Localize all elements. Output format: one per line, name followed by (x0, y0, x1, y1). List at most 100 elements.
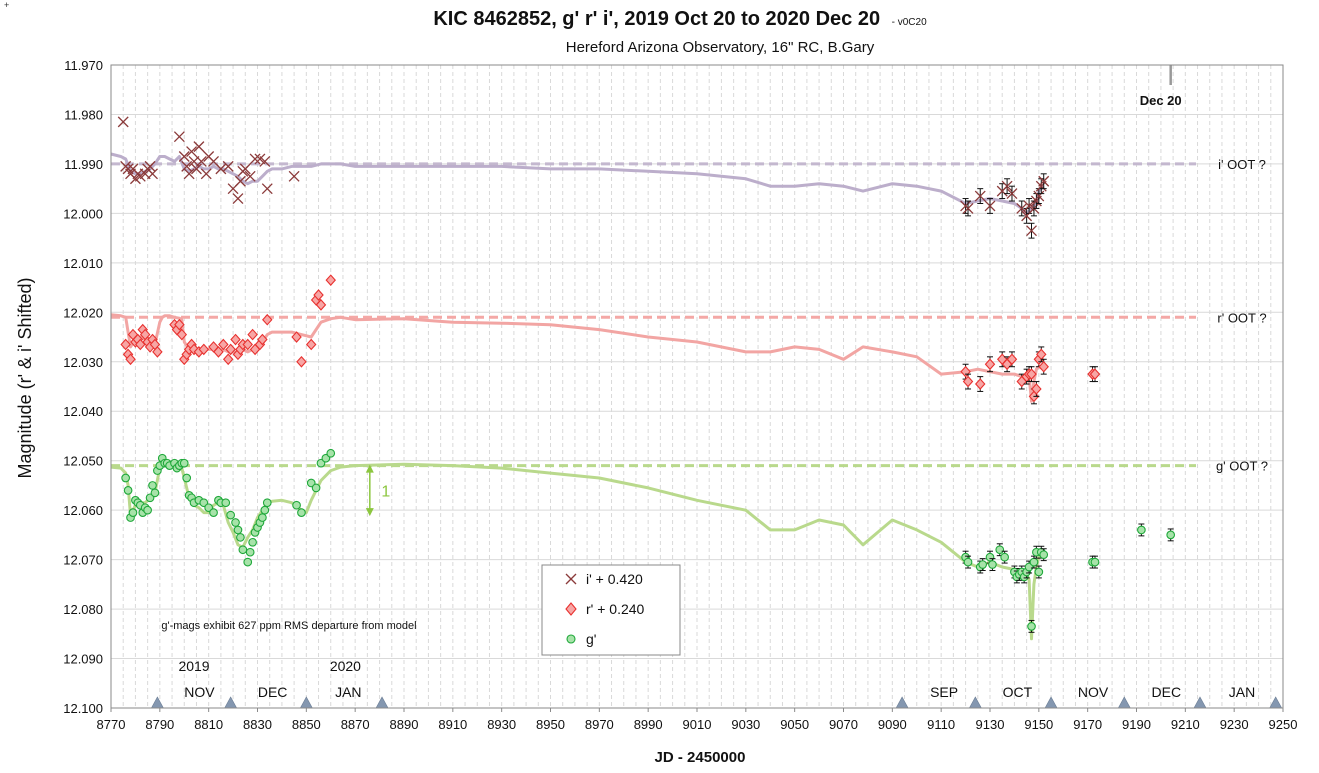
data-point-i (984, 200, 996, 212)
data-point-i (244, 170, 256, 182)
data-point-i-stroke (122, 163, 134, 175)
data-point-i (962, 202, 974, 214)
month-label: DEC (258, 684, 288, 700)
data-point-i-stroke (962, 202, 974, 214)
data-point-i-stroke (178, 151, 190, 162)
data-point-r (1031, 383, 1042, 395)
data-point-i-stroke (1016, 202, 1028, 214)
x-tick-label: 8850 (292, 717, 321, 732)
y-tick-label: 12.100 (63, 701, 103, 716)
data-points (117, 116, 1176, 633)
x-tick-label: 9150 (1024, 717, 1053, 732)
data-point-g (1029, 557, 1039, 567)
data-point-r (1038, 360, 1049, 373)
x-tick-label: 9210 (1171, 717, 1200, 732)
data-point-r (247, 328, 258, 341)
model-curve (110, 152, 1045, 215)
x-tick-label: 9170 (1073, 717, 1102, 732)
data-point-i-stroke (232, 193, 244, 205)
month-label: NOV (184, 684, 215, 700)
data-point-g (963, 557, 973, 567)
data-point-r (296, 355, 307, 368)
legend: i' + 0.420 r' + 0.240 g' (541, 564, 681, 656)
data-point-r (984, 358, 996, 371)
x-tick-label: 9230 (1220, 717, 1249, 732)
data-point-g (260, 505, 270, 515)
data-point-i-stroke (117, 116, 129, 128)
data-point-i (178, 151, 190, 162)
data-point-i (147, 168, 158, 180)
data-point-g (326, 448, 336, 458)
data-point-i-stroke (208, 155, 220, 167)
data-point-r (120, 338, 131, 351)
data-point-i (144, 160, 156, 172)
x-tick-label: 8930 (487, 717, 516, 732)
data-point-r (262, 313, 273, 326)
data-point-i-stroke (181, 160, 193, 172)
data-point-i (117, 116, 129, 128)
x-tick-label: 9110 (927, 717, 955, 732)
data-point-g (1034, 567, 1044, 577)
data-point-g (258, 513, 267, 522)
y-tick-label: 11.980 (64, 107, 103, 122)
data-point-i-stroke (288, 170, 300, 182)
data-point-r (962, 375, 974, 388)
data-point-g (988, 560, 997, 569)
data-point-i (200, 168, 212, 180)
legend-box (541, 564, 681, 656)
data-point-r (218, 338, 229, 351)
x-tick-label: 8830 (243, 717, 272, 732)
oot-reference-label: r' OOT ? (1217, 310, 1266, 325)
data-point-g (179, 458, 189, 468)
y-tick-label: 12.020 (63, 305, 103, 320)
data-point-i-stroke (222, 160, 234, 172)
data-point-r (242, 338, 253, 351)
data-point-g (1090, 557, 1100, 567)
x-tick-label: 8770 (97, 717, 126, 732)
x-tick-label: 9250 (1269, 717, 1298, 732)
data-point-r (305, 338, 317, 351)
data-point-i-stroke (254, 153, 266, 165)
data-point-r (1006, 353, 1018, 366)
data-point-r (174, 318, 185, 331)
data-point-g (292, 500, 301, 510)
data-point-r (325, 274, 336, 286)
data-point-g (995, 545, 1005, 555)
x-tick-label: 8990 (634, 717, 663, 732)
data-point-g (243, 557, 253, 567)
data-point-i (173, 131, 185, 143)
data-point-r (125, 353, 136, 366)
data-point-r (315, 299, 327, 311)
x-tick-label: 9070 (829, 717, 858, 732)
data-point-i-stroke (147, 168, 158, 180)
month-label: JAN (1229, 684, 1255, 700)
data-point-i-stroke (1033, 190, 1045, 202)
data-point-i (190, 163, 202, 175)
data-point-i (193, 141, 205, 153)
month-label: OCT (1003, 684, 1033, 700)
data-point-i-stroke (195, 155, 207, 167)
chart-title-tag: - v0C20 (892, 17, 927, 28)
data-point-i (1026, 225, 1037, 237)
data-point-i (1001, 180, 1013, 192)
data-point-i (1006, 188, 1018, 200)
x-tick-label: 8950 (536, 717, 565, 732)
oot-reference-label: i' OOT ? (1218, 157, 1266, 172)
data-point-i (249, 153, 261, 165)
data-point-r (257, 333, 268, 346)
data-point-g (226, 510, 235, 520)
data-point-g (1000, 552, 1010, 562)
data-point-g (238, 545, 248, 555)
data-point-i-stroke (200, 168, 212, 180)
data-point-i-stroke (1038, 175, 1050, 187)
data-point-g (209, 508, 218, 517)
data-point-i (974, 190, 986, 202)
data-point-g (1039, 550, 1049, 560)
rms-note: g'-mags exhibit 627 ppm RMS departure fr… (161, 620, 416, 632)
data-point-g (978, 560, 988, 569)
data-point-g (1027, 622, 1036, 631)
legend-label-r: r' + 0.240 (586, 601, 645, 617)
y-axis-label: Magnitude (r' & i' Shifted) (15, 278, 35, 479)
y-tick-label: 11.970 (64, 58, 103, 73)
data-point-i-stroke (144, 160, 156, 172)
